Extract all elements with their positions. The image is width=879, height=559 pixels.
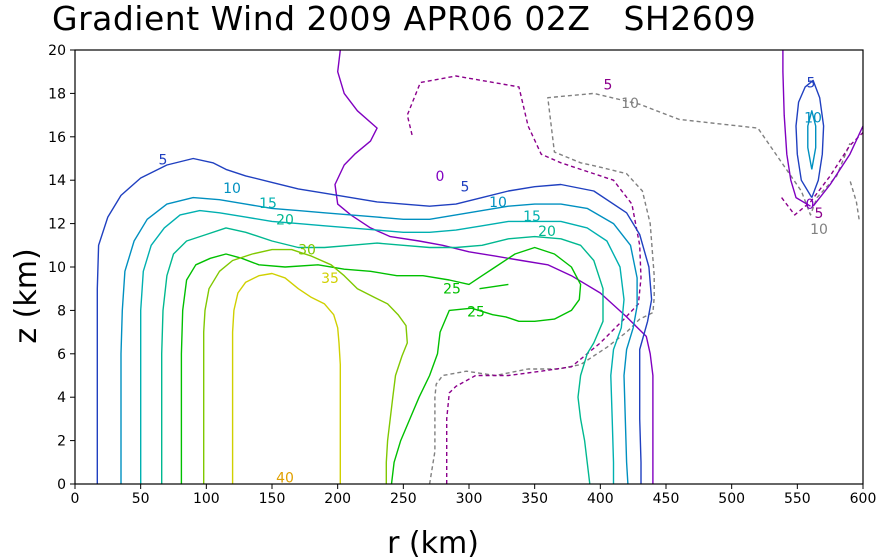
contour-label-6: 0 xyxy=(436,169,445,185)
x-tick-label-400: 400 xyxy=(587,491,614,507)
contour-label-17: 0 xyxy=(806,197,815,213)
y-axis-title: z (km) xyxy=(9,248,44,343)
contour-10-line-1 xyxy=(807,110,817,170)
contour-30-line-0 xyxy=(202,248,408,484)
x-tick-label-600: 600 xyxy=(850,491,877,507)
y-tick-label-18: 18 xyxy=(48,86,66,102)
contour-label-0: 5 xyxy=(159,153,168,169)
contour-label-19: 10 xyxy=(810,222,828,238)
contour-label-20: 40 xyxy=(276,471,294,487)
contour-label-18: 5 xyxy=(815,206,824,222)
contour-label-7: 5 xyxy=(461,180,470,196)
contour-lines xyxy=(96,49,864,485)
contour-neg10-line-0 xyxy=(428,92,851,485)
contour-label-13: 5 xyxy=(604,78,613,94)
contour-label-10: 20 xyxy=(538,224,556,240)
contour-15-line-0 xyxy=(139,209,625,484)
contour-label-8: 10 xyxy=(489,195,507,211)
contour-label-15: 5 xyxy=(807,76,816,92)
contour-label-5: 35 xyxy=(321,271,339,287)
chart-title: Gradient Wind 2009 APR06 02Z SH2609 xyxy=(52,0,756,38)
y-tick-label-14: 14 xyxy=(48,173,66,189)
y-tick-label-20: 20 xyxy=(48,43,66,59)
contour-25-line-1 xyxy=(479,283,509,290)
x-tick-label-350: 350 xyxy=(521,491,548,507)
contour-label-2: 15 xyxy=(259,196,277,212)
x-tick-label-0: 0 xyxy=(71,491,80,507)
y-tick-label-4: 4 xyxy=(57,390,66,406)
contour-10-line-0 xyxy=(120,196,638,485)
x-tick-label-500: 500 xyxy=(718,491,745,507)
y-tick-label-2: 2 xyxy=(57,434,66,450)
contour-label-9: 15 xyxy=(523,209,541,225)
x-tick-label-250: 250 xyxy=(390,491,417,507)
contour-label-4: 30 xyxy=(298,243,316,259)
contour-label-14: 10 xyxy=(621,96,639,112)
y-tick-label-6: 6 xyxy=(57,347,66,363)
y-tick-label-8: 8 xyxy=(57,303,66,319)
x-tick-label-50: 50 xyxy=(132,491,150,507)
x-axis-title: r (km) xyxy=(387,526,479,559)
contour-0-line-1 xyxy=(782,50,811,207)
contour-5-line-0 xyxy=(96,157,653,484)
x-tick-label-550: 550 xyxy=(784,491,811,507)
x-tick-label-100: 100 xyxy=(193,491,220,507)
contour-35-line-0 xyxy=(231,272,341,484)
contour-25-line-0 xyxy=(180,246,582,485)
x-tick-label-450: 450 xyxy=(653,491,680,507)
contour-label-16: 10 xyxy=(804,110,822,126)
contour-0-line-2 xyxy=(812,125,864,207)
contour-neg10-line-1 xyxy=(849,179,860,220)
contour-label-12: 25 xyxy=(467,305,485,321)
y-tick-label-16: 16 xyxy=(48,130,66,146)
x-tick-label-150: 150 xyxy=(259,491,286,507)
contour-label-11: 25 xyxy=(443,282,461,298)
y-tick-label-12: 12 xyxy=(48,217,66,233)
y-axis: 0 2 4 6 8 10 12 14 16 18 20 xyxy=(48,43,75,493)
contour-neg5-line-0 xyxy=(406,75,642,484)
contour-label-1: 10 xyxy=(223,181,241,197)
plot-frame xyxy=(74,49,864,485)
contour-neg5-line-1 xyxy=(781,132,864,216)
contour-0-line-0 xyxy=(334,49,654,484)
x-axis: 0 50 100 150 200 250 300 350 400 450 500 550 600 xyxy=(71,484,877,507)
y-tick-label-0: 0 xyxy=(57,477,66,493)
contour-label-3: 20 xyxy=(276,212,294,228)
contour-5-line-1 xyxy=(795,79,825,198)
x-tick-label-300: 300 xyxy=(456,491,483,507)
contour-20-line-0 xyxy=(160,227,604,485)
y-tick-label-10: 10 xyxy=(48,260,66,276)
x-tick-label-200: 200 xyxy=(324,491,351,507)
